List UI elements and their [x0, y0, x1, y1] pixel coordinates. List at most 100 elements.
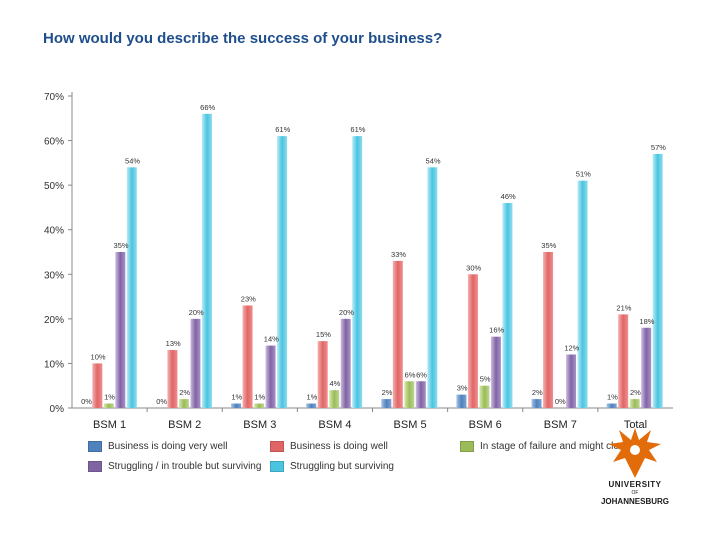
bar-4-5 [502, 202, 513, 408]
y-tick-label: 40% [44, 226, 64, 237]
data-label: 51% [576, 170, 591, 179]
x-tick-label: BSM 7 [544, 419, 577, 431]
bar-3-6 [566, 354, 577, 408]
data-label: 3% [457, 384, 468, 393]
bar-0-3 [306, 403, 317, 408]
data-label: 1% [607, 393, 618, 402]
bar-3-4 [415, 381, 426, 408]
university-logo: UNIVERSITY OF JOHANNESBURG [595, 428, 675, 518]
x-tick-label: BSM 1 [93, 419, 126, 431]
x-tick-label: Total [624, 419, 647, 431]
data-label: 6% [405, 370, 416, 379]
data-label: 1% [307, 393, 318, 402]
y-tick-label: 30% [44, 270, 64, 281]
bar-4-0 [126, 167, 137, 408]
legend-item: Business is doing very well [88, 441, 228, 452]
bar-4-2 [277, 136, 288, 408]
bar-1-0 [92, 363, 103, 408]
legend-swatch [270, 441, 284, 452]
data-label: 57% [651, 143, 666, 152]
legend-label: Business is doing very well [108, 441, 228, 452]
logo-line-1: UNIVERSITY [608, 480, 662, 489]
bar-2-1 [178, 399, 189, 408]
legend-label: Struggling / in trouble but surviving [108, 461, 262, 472]
data-label: 35% [541, 241, 556, 250]
legend-item: Business is doing well [270, 441, 388, 452]
data-label: 2% [630, 388, 641, 397]
legend-label: In stage of failure and might close [480, 441, 630, 452]
bar-3-2 [265, 345, 276, 408]
bar-2-4 [404, 381, 415, 408]
data-label: 0% [555, 397, 566, 406]
data-label: 0% [81, 397, 92, 406]
bar-1-3 [317, 341, 328, 408]
data-label: 1% [254, 393, 265, 402]
y-tick-label: 60% [44, 137, 64, 148]
legend-item: Struggling / in trouble but surviving [88, 461, 261, 472]
legend-item: In stage of failure and might close [460, 441, 630, 452]
data-label: 13% [166, 339, 181, 348]
logo-line-2: OF [631, 490, 639, 496]
bar-0-5 [456, 394, 467, 408]
data-label: 16% [489, 326, 504, 335]
y-tick-label: 70% [44, 92, 64, 103]
data-label: 33% [391, 250, 406, 259]
data-label: 23% [241, 294, 256, 303]
bar-2-3 [329, 390, 340, 408]
x-tick-label: BSM 2 [168, 419, 201, 431]
y-tick-label: 20% [44, 315, 64, 326]
x-tick-label: BSM 5 [394, 419, 427, 431]
chart-data-labels: 0% 0% 1% 1% 2% 3% 2% 1% 10% 13% 23% 15% 33% 30% 35% 21%… [81, 103, 666, 406]
bar-1-6 [543, 252, 554, 408]
data-label: 46% [501, 192, 516, 201]
bar-0-4 [381, 399, 392, 408]
data-label: 14% [264, 335, 279, 344]
bar-2-0 [103, 403, 114, 408]
bar-1-2 [242, 305, 253, 408]
data-label: 54% [125, 156, 140, 165]
bar-3-5 [490, 336, 501, 408]
bar-0-6 [531, 399, 542, 408]
logo-line-3: JOHANNESBURG [600, 497, 669, 506]
bar-4-4 [427, 167, 438, 408]
data-label: 18% [639, 317, 654, 326]
bar-3-1 [190, 318, 201, 408]
data-label: 4% [330, 379, 341, 388]
university-crest-icon [609, 428, 661, 478]
data-label: 1% [231, 393, 242, 402]
bar-2-7 [629, 399, 640, 408]
data-label: 1% [104, 393, 115, 402]
bar-2-2 [254, 403, 265, 408]
data-label: 30% [466, 263, 481, 272]
data-label: 21% [616, 303, 631, 312]
bar-1-7 [618, 314, 629, 408]
bar-4-3 [352, 136, 363, 408]
y-tick-label: 0% [50, 404, 65, 415]
data-label: 2% [382, 388, 393, 397]
legend-swatch [88, 461, 102, 472]
data-label: 20% [189, 308, 204, 317]
data-label: 12% [564, 344, 579, 353]
legend-label: Business is doing well [290, 441, 388, 452]
data-label: 66% [200, 103, 215, 112]
y-tick-label: 10% [44, 359, 64, 370]
bar-1-4 [392, 260, 403, 408]
bar-3-7 [641, 327, 652, 408]
data-label: 2% [532, 388, 543, 397]
data-label: 5% [480, 375, 491, 384]
legend-swatch [88, 441, 102, 452]
data-label: 61% [275, 125, 290, 134]
bar-4-6 [577, 180, 588, 408]
bar-3-3 [340, 318, 351, 408]
bar-0-7 [606, 403, 617, 408]
x-tick-label: BSM 4 [318, 419, 351, 431]
bar-4-1 [201, 113, 212, 408]
data-label: 35% [114, 241, 129, 250]
data-label: 15% [316, 330, 331, 339]
bar-3-0 [115, 252, 126, 408]
bar-1-1 [167, 350, 178, 408]
data-label: 2% [179, 388, 190, 397]
legend-label: Struggling but surviving [290, 461, 394, 472]
bar-1-5 [467, 274, 478, 408]
x-tick-label: BSM 6 [469, 419, 502, 431]
